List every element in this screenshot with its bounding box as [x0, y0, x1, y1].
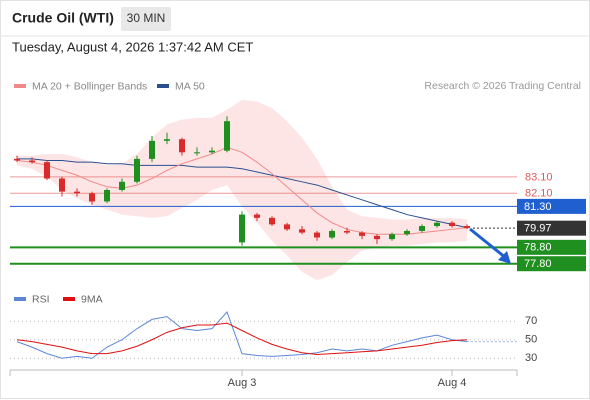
legend-swatch — [14, 84, 26, 88]
legend-swatch — [157, 84, 169, 88]
candle-body — [104, 190, 110, 202]
interval-button[interactable] — [121, 7, 171, 31]
candle-body — [164, 139, 170, 141]
candle-body — [344, 230, 350, 233]
level-label: 83.10 — [525, 171, 553, 183]
candle-body — [389, 234, 395, 240]
candle-body — [179, 139, 185, 153]
candle-body — [329, 230, 335, 238]
instrument-title: Crude Oil (WTI) — [12, 10, 114, 26]
candle-body — [419, 226, 425, 231]
candle-body — [269, 217, 275, 225]
x-tick-label: Aug 3 — [228, 377, 257, 389]
legend-label: MA 50 — [175, 80, 205, 92]
level-label: 82.10 — [525, 188, 553, 200]
level-box — [517, 256, 586, 272]
candle-body — [449, 222, 455, 227]
candle-body — [359, 232, 365, 236]
candle-body — [44, 162, 50, 179]
credit: Research © 2026 Trading Central — [424, 80, 581, 92]
legend-swatch — [14, 297, 26, 301]
candle-body — [224, 121, 230, 151]
x-tick-label: Aug 4 — [438, 377, 467, 389]
timestamp: Tuesday, August 4, 2026 1:37:42 AM CET — [12, 39, 253, 54]
candle-body — [209, 150, 215, 153]
candle-body — [59, 178, 65, 192]
candle-body — [284, 224, 290, 230]
candle-body — [434, 222, 440, 227]
candle-body — [194, 152, 200, 154]
interval-label[interactable]: 30 MIN — [127, 11, 166, 25]
y-tick-label: 50 — [525, 334, 537, 346]
level-box — [517, 198, 586, 214]
candle-body — [314, 232, 320, 238]
legend-label: MA 20 + Bollinger Bands — [32, 80, 147, 92]
forecast-arrowhead — [498, 251, 511, 264]
legend-label: RSI — [32, 293, 50, 305]
legend-swatch — [63, 297, 75, 301]
bollinger-band — [17, 99, 467, 281]
candle-body — [74, 191, 80, 194]
candle-body — [14, 158, 20, 161]
level-label: 77.80 — [524, 258, 552, 270]
level-box — [517, 239, 586, 255]
candle-body — [374, 235, 380, 240]
level-label: 78.80 — [524, 242, 552, 254]
candle-body — [239, 214, 245, 243]
legend-label: 9MA — [81, 293, 103, 305]
ma50-line — [17, 158, 468, 229]
forecast-arrow — [469, 227, 507, 260]
y-tick-label: 30 — [525, 352, 537, 364]
candle-body — [29, 160, 35, 163]
y-tick-label: 70 — [525, 315, 537, 327]
level-label: 79.97 — [524, 223, 552, 235]
rsi-line — [16, 322, 468, 356]
candle-body — [149, 140, 155, 159]
candle-body — [464, 226, 470, 229]
candle-body — [254, 214, 260, 218]
candle-body — [404, 230, 410, 235]
candle-body — [134, 158, 140, 182]
candle-body — [299, 229, 305, 233]
candle-body — [119, 181, 125, 190]
rsi-line — [16, 311, 468, 359]
candle-body — [89, 193, 95, 202]
level-box — [517, 220, 586, 236]
level-label: 81.30 — [524, 201, 552, 213]
